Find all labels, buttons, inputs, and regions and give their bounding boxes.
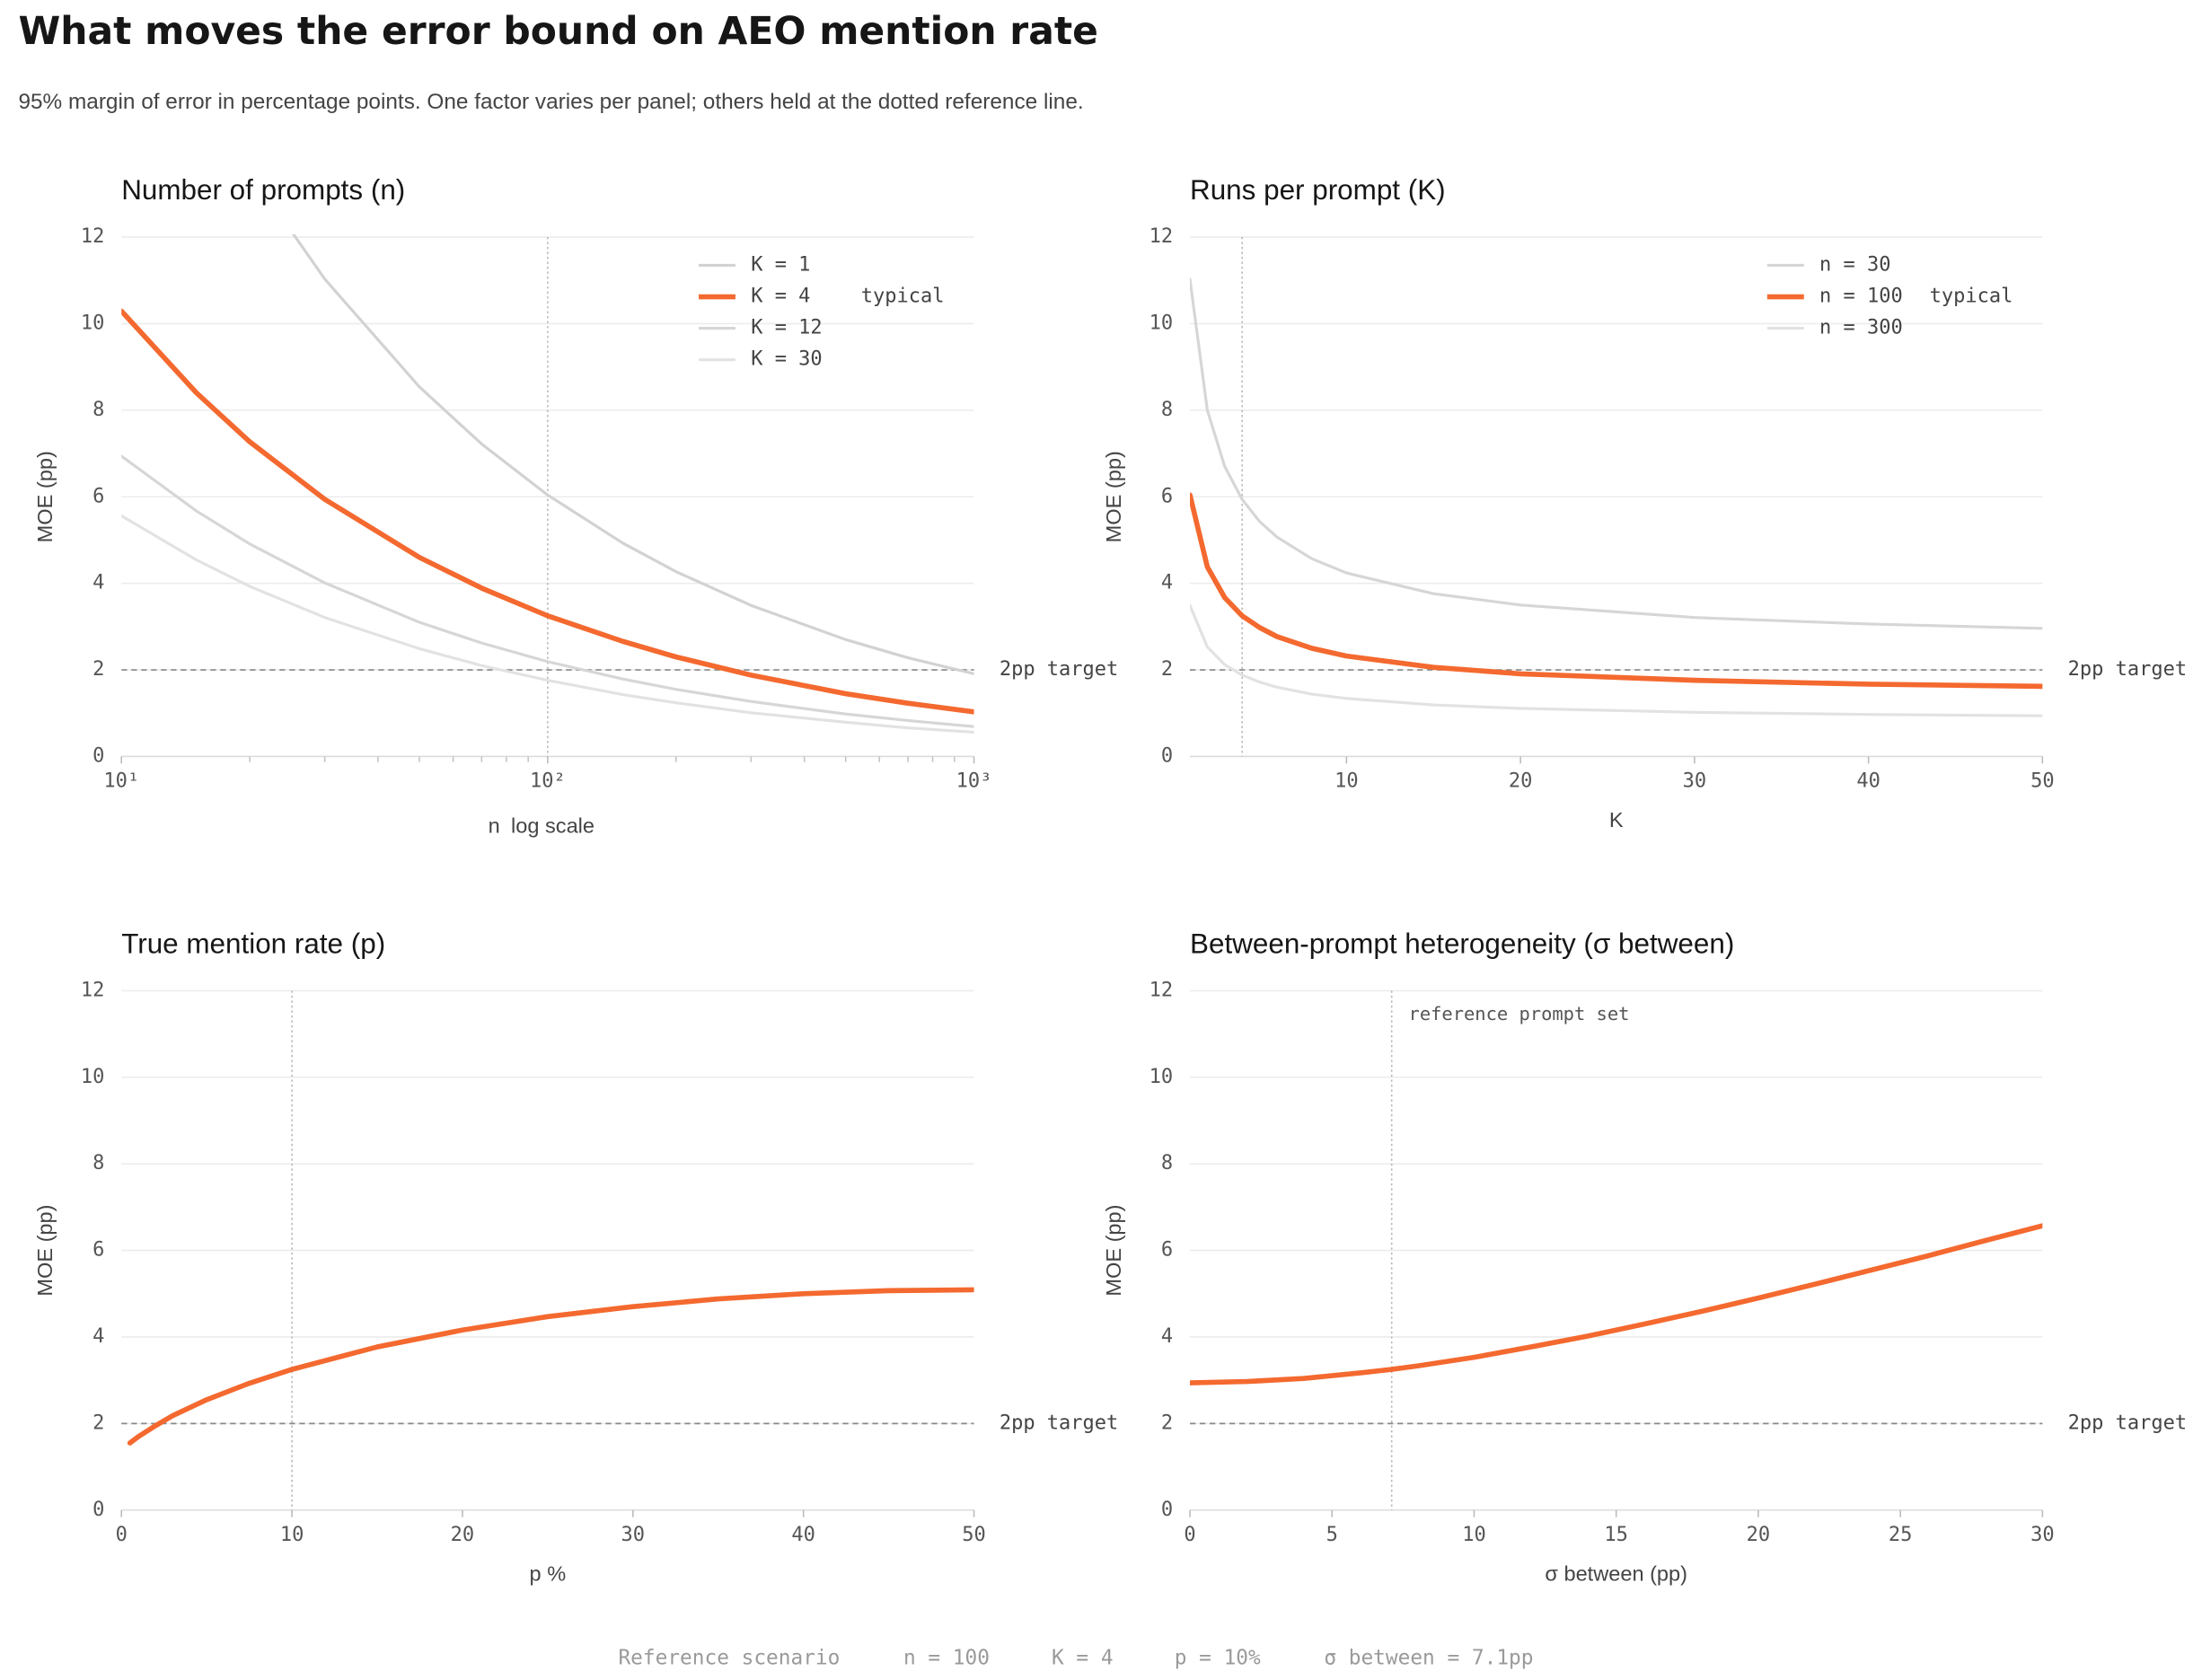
footer-text: p = 10% bbox=[1175, 1646, 1261, 1669]
y-axis-label: MOE (pp) bbox=[33, 1204, 57, 1296]
series-line bbox=[1190, 1223, 2043, 1385]
x-tick-label: 40 bbox=[1856, 770, 1881, 793]
legend-label: n = 300 bbox=[1819, 317, 1903, 339]
y-tick-label: 0 bbox=[1161, 744, 1173, 767]
panel: Runs per prompt (K) 0 2 4 6 8 10 12 10 20 30 40 50 K M… bbox=[1102, 174, 2187, 831]
x-tick-label: 10¹ bbox=[103, 770, 139, 793]
legend-note: typical bbox=[861, 286, 945, 308]
y-tick-label: 6 bbox=[1161, 485, 1173, 507]
panel-title: Between-prompt heterogeneity (σ between) bbox=[1190, 928, 1734, 959]
target-label: 2pp target bbox=[2068, 1412, 2187, 1434]
panel-title: Number of prompts (n) bbox=[121, 174, 405, 206]
panel: Number of prompts (n) 0 2 4 6 8 10 12 10¹ 10² 10³ n… bbox=[33, 174, 1118, 837]
y-tick-label: 6 bbox=[92, 485, 104, 507]
series-line bbox=[121, 308, 974, 715]
x-tick-label: 30 bbox=[2030, 1524, 2055, 1546]
y-axis-label: MOE (pp) bbox=[1102, 1204, 1125, 1296]
footer-text: Reference scenario bbox=[618, 1646, 840, 1669]
footer-text: n = 100 bbox=[903, 1646, 990, 1669]
page-subtitle: 95% margin of error in percentage points… bbox=[18, 90, 1083, 114]
x-tick-label: 10 bbox=[1462, 1524, 1486, 1546]
legend-label: K = 12 bbox=[751, 317, 822, 339]
legend-label: n = 30 bbox=[1819, 253, 1890, 276]
legend-label: K = 30 bbox=[751, 348, 822, 371]
legend-label: n = 100 bbox=[1819, 286, 1903, 308]
x-tick-label: 5 bbox=[1326, 1524, 1338, 1546]
y-tick-label: 10 bbox=[1149, 1066, 1174, 1088]
x-axis-label: p % bbox=[530, 1561, 567, 1585]
target-label: 2pp target bbox=[2068, 658, 2187, 681]
reference-label: reference prompt set bbox=[1409, 1003, 1630, 1025]
y-tick-label: 8 bbox=[1161, 1152, 1173, 1174]
x-axis-label: K bbox=[1609, 808, 1624, 831]
x-tick-label: 30 bbox=[621, 1524, 646, 1546]
x-tick-label: 0 bbox=[116, 1524, 128, 1546]
y-tick-label: 6 bbox=[1161, 1239, 1173, 1262]
footer-text: K = 4 bbox=[1052, 1646, 1114, 1669]
y-tick-label: 8 bbox=[1161, 399, 1173, 421]
x-tick-label: 25 bbox=[1889, 1524, 1912, 1546]
y-tick-label: 12 bbox=[1149, 979, 1174, 1001]
target-label: 2pp target bbox=[1000, 1412, 1118, 1434]
target-label: 2pp target bbox=[1000, 658, 1118, 681]
y-tick-label: 12 bbox=[1149, 225, 1174, 248]
x-tick-label: 10 bbox=[1334, 770, 1359, 793]
series-line bbox=[127, 1287, 974, 1446]
y-tick-label: 10 bbox=[81, 312, 104, 334]
x-tick-label: 20 bbox=[1509, 770, 1532, 793]
y-tick-label: 2 bbox=[1161, 1412, 1173, 1434]
x-axis-label: σ between (pp) bbox=[1545, 1561, 1687, 1585]
y-tick-label: 4 bbox=[1161, 1325, 1173, 1348]
legend-label: K = 4 bbox=[751, 286, 810, 308]
y-axis-label: MOE (pp) bbox=[33, 451, 57, 542]
x-tick-label: 50 bbox=[962, 1524, 986, 1546]
x-tick-label: 10 bbox=[280, 1524, 304, 1546]
y-tick-label: 4 bbox=[92, 1325, 104, 1348]
y-tick-label: 0 bbox=[1161, 1499, 1173, 1521]
series-line bbox=[121, 514, 974, 734]
x-tick-label: 50 bbox=[2030, 770, 2055, 793]
y-tick-label: 4 bbox=[92, 572, 104, 594]
footer-text: σ between = 7.1pp bbox=[1324, 1646, 1533, 1669]
series-line bbox=[1190, 603, 2043, 717]
panel-title: True mention rate (p) bbox=[121, 928, 385, 959]
y-tick-label: 8 bbox=[92, 1152, 104, 1174]
panel: True mention rate (p) 0 2 4 6 8 10 12 0 10 20 30 40 5… bbox=[33, 928, 1118, 1585]
x-axis-label: n bbox=[489, 814, 500, 837]
x-tick-label: 10³ bbox=[956, 770, 992, 793]
series-line bbox=[1190, 492, 2043, 690]
y-tick-label: 0 bbox=[92, 744, 104, 767]
y-tick-label: 10 bbox=[81, 1066, 104, 1088]
y-tick-label: 12 bbox=[81, 225, 104, 248]
x-axis-note: log scale bbox=[511, 814, 595, 837]
x-tick-label: 30 bbox=[1683, 770, 1707, 793]
series-line bbox=[121, 454, 974, 728]
panel: Between-prompt heterogeneity (σ between)… bbox=[1102, 928, 2187, 1585]
y-tick-label: 2 bbox=[92, 1412, 104, 1434]
x-tick-label: 15 bbox=[1604, 1524, 1627, 1546]
y-tick-label: 6 bbox=[92, 1239, 104, 1262]
x-tick-label: 0 bbox=[1184, 1524, 1195, 1546]
x-tick-label: 20 bbox=[451, 1524, 475, 1546]
x-tick-label: 10² bbox=[530, 770, 566, 793]
series-line bbox=[291, 233, 974, 675]
legend-note: typical bbox=[1930, 286, 2013, 308]
series-line bbox=[1190, 277, 2043, 630]
y-tick-label: 0 bbox=[92, 1499, 104, 1521]
page-title: What moves the error bound on AEO mentio… bbox=[18, 10, 1097, 54]
y-tick-label: 2 bbox=[92, 658, 104, 681]
y-tick-label: 2 bbox=[1161, 658, 1173, 681]
y-tick-label: 10 bbox=[1149, 312, 1174, 334]
panel-title: Runs per prompt (K) bbox=[1190, 174, 1446, 206]
y-tick-label: 4 bbox=[1161, 572, 1173, 594]
x-tick-label: 20 bbox=[1747, 1524, 1770, 1546]
y-tick-label: 8 bbox=[92, 399, 104, 421]
y-tick-label: 12 bbox=[81, 979, 104, 1001]
y-axis-label: MOE (pp) bbox=[1102, 451, 1125, 542]
legend-label: K = 1 bbox=[751, 253, 810, 276]
x-tick-label: 40 bbox=[791, 1524, 815, 1546]
